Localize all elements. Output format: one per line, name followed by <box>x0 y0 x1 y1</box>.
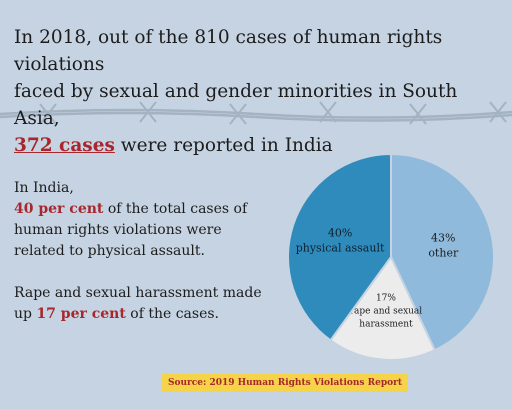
pie-category-label-other: other <box>428 246 459 259</box>
headline-line-1: In 2018, out of the 810 cases of human r… <box>14 27 443 75</box>
pie-percent-label-other: 43% <box>431 231 455 244</box>
source-name: 2019 Human Rights Violations Report <box>209 378 403 388</box>
pie-percent-label-rape-and-sexual-harassment: 17% <box>376 293 396 303</box>
headline-highlight: 372 cases <box>14 135 115 156</box>
physical-assault-text: In India, 40 per cent of the total cases… <box>14 178 264 262</box>
headline-line-2: faced by sexual and gender minorities in… <box>14 81 458 129</box>
headline-line-3: were reported in India <box>114 135 333 156</box>
harassment-text: Rape and sexual harassment made up 17 pe… <box>14 283 264 325</box>
source-badge: Source: 2019 Human Rights Violations Rep… <box>162 374 409 392</box>
pie-slice-physical-assault <box>287 152 392 342</box>
pie-category-label-rape-and-sexual-harassment: rape and sexual <box>350 306 423 316</box>
pie-category-label-physical-assault: physical assault <box>296 242 385 255</box>
text1-rest: of the total cases of human rights viola… <box>14 201 248 259</box>
pie-chart: 43% other 17% rape and sexual harassment 40% p… <box>287 152 495 361</box>
text2-rest: of the cases. <box>125 306 220 322</box>
headline: In 2018, out of the 810 cases of human r… <box>14 24 504 159</box>
text2-highlight: 17 per cent <box>36 306 126 322</box>
pie-category-label-rape-and-sexual-harassment: harassment <box>359 319 413 329</box>
text1-intro: In India, <box>14 180 74 196</box>
text2-intro: Rape and sexual harassment made up <box>14 285 262 322</box>
barbed-wire-decoration <box>0 101 512 125</box>
text1-highlight: 40 per cent <box>14 201 104 217</box>
pie-slice-other <box>390 152 495 352</box>
source-prefix: Source: <box>168 378 210 388</box>
pie-percent-label-physical-assault: 40% <box>328 227 352 240</box>
pie-slice-rape-and-sexual-harassment <box>329 255 437 361</box>
